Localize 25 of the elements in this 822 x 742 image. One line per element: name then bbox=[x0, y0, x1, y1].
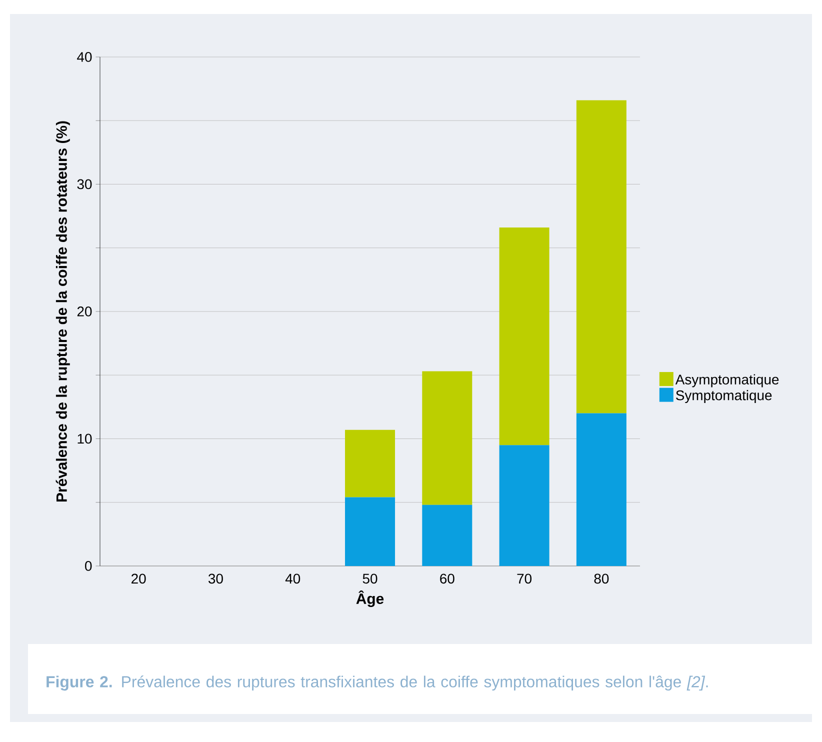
y-tick-label: 0 bbox=[85, 561, 92, 571]
y-tick-label: 40 bbox=[77, 52, 92, 62]
bar bbox=[576, 100, 626, 414]
x-tick-label: 20 bbox=[132, 574, 146, 584]
bar bbox=[345, 497, 396, 566]
x-tick-label: 40 bbox=[285, 574, 300, 584]
bar bbox=[422, 504, 472, 566]
x-axis-title: Âge bbox=[356, 590, 384, 608]
x-tick-label: 30 bbox=[208, 574, 223, 584]
y-axis-title: Prévalence de la rupture de la coiffe des rotateurs (%) bbox=[56, 121, 70, 502]
text: Figure 2. Prévalence des ruptures transfixiantes de la coiffe symptomatiques selon l'âge [2]. bbox=[46, 676, 708, 691]
x-tick-label: 50 bbox=[362, 574, 378, 584]
bar bbox=[576, 413, 626, 566]
legend-label: Symptomatique bbox=[676, 390, 772, 404]
x-tick-label: 60 bbox=[440, 574, 454, 584]
bar bbox=[422, 371, 472, 505]
y-tick-label: 10 bbox=[78, 434, 92, 444]
legend-label: Asymptomatique bbox=[675, 374, 779, 388]
x-tick-label: 70 bbox=[517, 574, 532, 584]
x-tick-label: 80 bbox=[594, 574, 609, 584]
bar bbox=[499, 228, 550, 446]
y-tick-label: 20 bbox=[77, 306, 92, 316]
y-tick-label: 30 bbox=[77, 179, 92, 190]
bar bbox=[499, 445, 550, 566]
bar bbox=[345, 430, 396, 498]
